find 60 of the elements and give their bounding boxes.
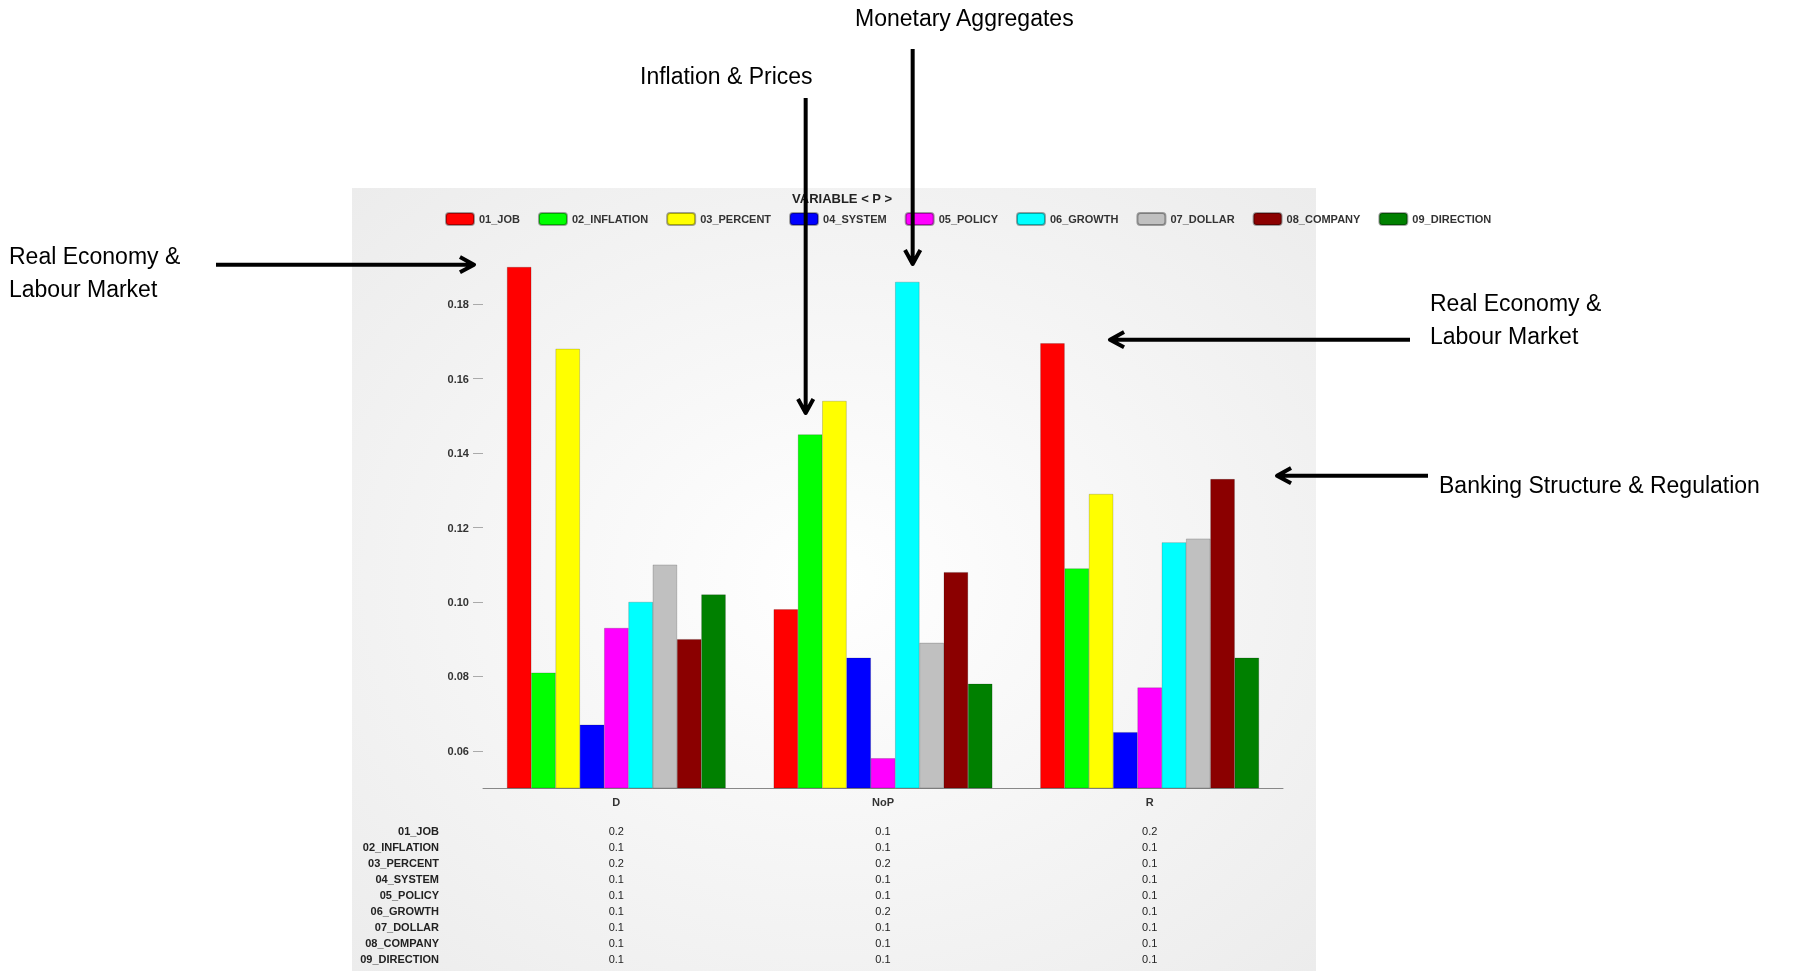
text: Banking Structure & Regulation <box>1439 471 1760 500</box>
text: 04_SYSTEM <box>375 873 439 885</box>
text: 09_DIRECTION <box>360 953 439 965</box>
legend-label: 02_INFLATION <box>571 213 649 225</box>
data-label: 0.2 <box>608 825 624 837</box>
text: 05_POLICY <box>379 889 439 901</box>
data-label: 0.1 <box>608 953 624 965</box>
text: 08_COMPANY <box>365 937 439 949</box>
data-label: 0.1 <box>608 905 624 917</box>
data-label: 0.1 <box>1142 873 1158 885</box>
y-tick-label: 0.06 <box>447 744 469 757</box>
data-label: 0.2 <box>875 905 891 917</box>
data-label: 0.1 <box>875 953 891 965</box>
legend-label: 01_JOB <box>479 213 521 225</box>
data-label: 0.1 <box>608 841 624 853</box>
text: 01_JOB <box>398 825 439 837</box>
data-label: 0.1 <box>1142 953 1158 965</box>
data-label: 0.1 <box>875 921 891 933</box>
data-label: 0.1 <box>875 841 891 853</box>
y-tick-label: 0.16 <box>447 372 469 385</box>
data-label: 0.1 <box>875 937 891 949</box>
data-label: 0.2 <box>608 857 624 869</box>
x-tick-label: NoP <box>872 795 894 808</box>
data-label: 0.1 <box>608 937 624 949</box>
text: Monetary Aggregates <box>855 4 1074 33</box>
legend-label: 04_SYSTEM <box>823 213 887 225</box>
y-tick-label: 0.08 <box>447 670 469 683</box>
text: 06_GROWTH <box>370 905 439 917</box>
text: 02_INFLATION <box>362 841 439 853</box>
data-label: 0.1 <box>608 889 624 901</box>
data-label: 0.1 <box>875 889 891 901</box>
data-label: 0.1 <box>1142 905 1158 917</box>
legend-label: 07_DOLLAR <box>1170 213 1235 225</box>
legend-label: 03_PERCENT <box>700 213 772 225</box>
data-label: 0.1 <box>1142 857 1158 869</box>
data-label: 0.1 <box>1142 889 1158 901</box>
legend-label: 08_COMPANY <box>1286 213 1362 225</box>
data-label: 0.1 <box>875 873 891 885</box>
legend-label: 09_DIRECTION <box>1412 213 1492 225</box>
legend-label: 06_GROWTH <box>1049 213 1119 225</box>
data-label: 0.1 <box>608 873 624 885</box>
y-tick-label: 0.10 <box>447 595 469 608</box>
legend-label: 05_POLICY <box>938 213 999 225</box>
data-label: 0.2 <box>875 857 891 869</box>
y-tick-label: 0.14 <box>447 447 470 460</box>
text: Inflation & Prices <box>640 62 813 91</box>
y-tick-label: 0.18 <box>447 298 469 311</box>
text: Real Economy & Labour Market <box>1430 289 1603 351</box>
x-tick-label: D <box>612 795 621 808</box>
text: 03_PERCENT <box>368 857 439 869</box>
data-label: 0.2 <box>1142 825 1158 837</box>
data-label: 0.1 <box>1142 921 1158 933</box>
text: 07_DOLLAR <box>374 921 439 933</box>
data-label: 0.1 <box>875 825 891 837</box>
y-tick-label: 0.12 <box>447 521 469 534</box>
x-tick-label: R <box>1145 795 1154 808</box>
data-label: 0.1 <box>1142 937 1158 949</box>
text: Real Economy & Labour Market <box>9 242 182 304</box>
data-label: 0.1 <box>608 921 624 933</box>
data-label: 0.1 <box>1142 841 1158 853</box>
